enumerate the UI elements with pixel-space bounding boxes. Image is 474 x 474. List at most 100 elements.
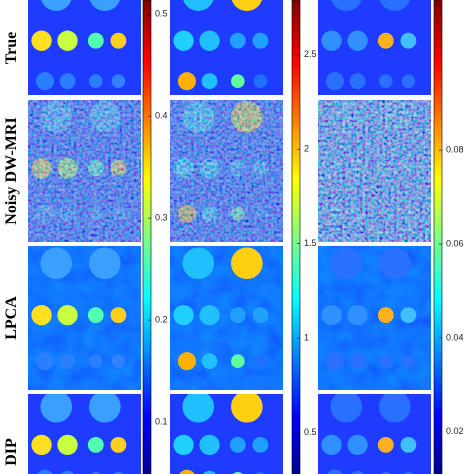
phantom-disk	[111, 74, 126, 88]
phantom-disk	[201, 353, 218, 370]
phantom-disk	[173, 434, 194, 456]
phantom-disk	[229, 32, 246, 49]
phantom-disk	[252, 32, 269, 49]
image-panel	[170, 100, 283, 242]
phantom-disk	[89, 247, 121, 280]
phantom-disk	[59, 353, 76, 370]
phantom-disk	[35, 352, 54, 371]
phantom-disk	[182, 394, 215, 423]
phantom-disk	[177, 72, 196, 91]
image-panel	[318, 100, 431, 242]
noise-overlay	[318, 100, 431, 242]
phantom-disk	[89, 354, 103, 368]
phantom-disk	[40, 394, 73, 423]
phantom-disk	[349, 73, 366, 90]
phantom-disk	[57, 434, 78, 456]
phantom-disk	[327, 469, 343, 474]
phantom-disk	[57, 304, 78, 326]
panel-content	[318, 394, 431, 474]
phantom-disk	[231, 74, 245, 88]
phantom-disk	[231, 0, 262, 11]
phantom-disk	[199, 30, 220, 51]
panel-content	[28, 246, 141, 390]
phantom-disk	[87, 436, 104, 453]
image-panel	[28, 394, 141, 474]
row-label: DIP	[3, 438, 20, 466]
panel-content	[318, 0, 431, 95]
tick-label: 0.5	[304, 427, 317, 437]
phantom-disk	[173, 30, 194, 51]
tick-label: 0.06	[446, 238, 464, 248]
phantom-disk	[401, 354, 416, 368]
tick-label: 2	[304, 144, 309, 154]
colorbar	[291, 0, 301, 474]
panel-content	[318, 100, 431, 242]
phantom-disk	[252, 436, 269, 453]
tick-label: 2.5	[304, 49, 317, 59]
phantom-disk	[203, 470, 216, 474]
phantom-disk	[379, 74, 393, 88]
tick-label: 0.02	[446, 426, 464, 436]
phantom-disk	[87, 32, 104, 49]
tick-label: 0.1	[155, 416, 168, 426]
image-panel	[318, 0, 431, 95]
image-panel	[28, 0, 141, 95]
phantom-disk	[173, 304, 194, 326]
phantom-disk	[59, 73, 76, 90]
image-panel	[318, 394, 431, 474]
phantom-disk	[179, 469, 195, 474]
phantom-disk	[253, 74, 268, 88]
image-panel	[170, 394, 283, 474]
phantom-disk	[400, 436, 417, 453]
phantom-disk	[110, 32, 127, 49]
panel-content	[170, 100, 283, 242]
phantom-disk	[31, 30, 52, 51]
phantom-disk	[199, 304, 220, 326]
phantom-disk	[57, 30, 78, 51]
panel-content	[170, 0, 283, 95]
phantom-disk	[347, 30, 368, 51]
phantom-disk	[379, 0, 410, 11]
phantom-disk	[35, 72, 54, 91]
phantom-disk	[379, 354, 393, 368]
tick-label: 0.2	[155, 314, 168, 324]
phantom-disk	[231, 247, 263, 280]
panel-content	[170, 246, 283, 390]
phantom-disk	[349, 353, 366, 370]
phantom-disk	[379, 394, 411, 423]
tick-label: 0.3	[155, 213, 168, 223]
panel-content	[318, 246, 431, 390]
image-panels	[28, 0, 431, 474]
phantom-disk	[325, 72, 344, 91]
tick-label: 0.4	[155, 111, 168, 121]
phantom-disk	[199, 434, 220, 456]
phantom-disk	[321, 304, 342, 326]
phantom-disk	[61, 470, 74, 474]
phantom-disk	[377, 32, 394, 49]
phantom-disk	[347, 434, 368, 456]
image-panel	[28, 100, 141, 242]
tick-label: 1	[304, 332, 309, 342]
phantom-disk	[89, 0, 120, 11]
image-panel	[28, 246, 141, 390]
panel-content	[170, 394, 283, 474]
phantom-disk	[229, 436, 246, 453]
phantom-disk	[321, 434, 342, 456]
colorbar	[433, 0, 443, 474]
phantom-disk	[321, 30, 342, 51]
colorbar	[142, 0, 152, 474]
phantom-disk	[111, 354, 126, 368]
tick-label: 0.04	[446, 332, 464, 342]
phantom-disk	[201, 73, 218, 90]
image-panel	[318, 246, 431, 390]
phantom-disk	[400, 307, 417, 324]
phantom-disk	[351, 470, 364, 474]
phantom-disk	[41, 0, 72, 11]
phantom-disk	[177, 352, 196, 371]
row-label: LPCA	[3, 296, 20, 340]
phantom-disk	[231, 394, 263, 423]
phantom-disk	[89, 394, 121, 423]
phantom-disk	[229, 307, 246, 324]
phantom-disk	[37, 469, 53, 474]
phantom-disk	[400, 32, 417, 49]
